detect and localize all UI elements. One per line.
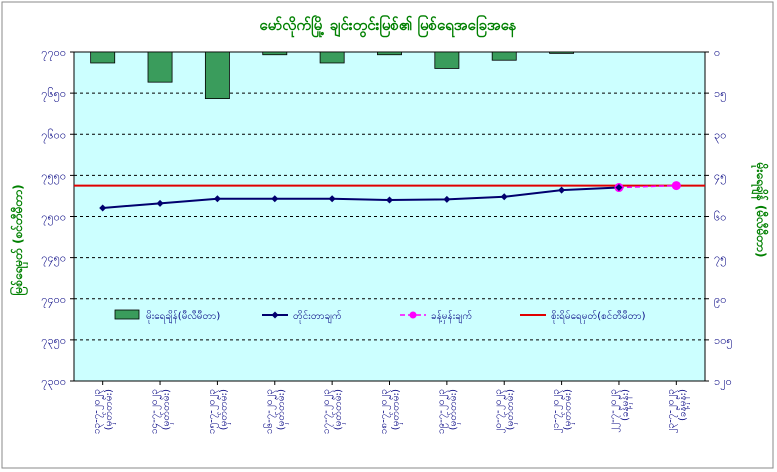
left-tick-label: ၇၄၅၀	[41, 252, 66, 267]
right-tick-label: ၁၀၅	[714, 334, 733, 349]
x-tick-label: ၁၄-၇-၂၀၂၃ (မှတ်တမ်း)	[149, 389, 174, 434]
x-tick-label: ၁၆-၇-၂၀၂၃ (မှတ်တမ်း)	[262, 389, 289, 434]
measured-point	[213, 195, 221, 203]
x-tick-label: ၁၅-၇-၂၀၂၃ (မှတ်တမ်း)	[206, 389, 231, 434]
measured-series-line	[102, 186, 620, 209]
measured-point	[500, 193, 508, 201]
x-tick-label: ၂၁-၇-၂၀၂၃ (မှတ်တမ်း)	[551, 389, 576, 434]
series-lines	[74, 181, 705, 212]
legend-label: တိုင်းတာချက်	[293, 309, 342, 324]
x-tick-text: ၂၀-၇-၂၀၂၃	[493, 389, 506, 433]
x-tick-text: (မှတ်တမ်း)	[446, 389, 461, 430]
right-tick-label: ၁၅	[714, 87, 726, 102]
measured-point	[328, 195, 336, 203]
rainfall-bar	[319, 51, 345, 64]
x-tick-text: ၁၇-၇-၂၀၂၃	[321, 389, 334, 434]
x-tick-text: ၁၆-၇-၂၀၂၃	[262, 389, 277, 434]
x-tick-text: ၁၉-၇-၂၀၂၃	[436, 389, 449, 434]
legend-marker	[409, 311, 417, 319]
x-tick-label: ၂၃-၇-၂၀၂၃ (ခန့်မှန်း)	[665, 389, 690, 434]
rainfall-bars	[90, 51, 575, 100]
x-tick-text: (ခန့်မှန်း)	[675, 389, 690, 421]
rainfall-bar	[204, 51, 230, 100]
x-tick-text: (မှတ်တမ်း)	[159, 389, 174, 430]
x-tick-text: (ခန့်မှန်း)	[618, 389, 633, 421]
rainfall-bar	[491, 51, 517, 61]
measured-point	[271, 195, 279, 203]
x-tick-text: ၁၈-၇-၂၀၂၃	[379, 389, 392, 434]
right-tick-label: ၁၂၀	[714, 375, 732, 390]
x-tick-label: ၁၇-၇-၂၀၂၃ (မှတ်တမ်း)	[321, 389, 346, 434]
x-tick-text: (မှတ်တမ်း)	[102, 389, 117, 430]
left-tick-label: ၇၆၅၀	[41, 87, 66, 102]
x-tick-text: (မှတ်တမ်း)	[503, 389, 518, 430]
legend-marker	[271, 311, 279, 319]
x-tick-text: (မှတ်တမ်း)	[216, 389, 231, 430]
rainfall-bar	[377, 51, 402, 56]
forecast-point	[671, 181, 681, 191]
right-tick-label: ၉၀	[714, 293, 726, 308]
x-tick-text: ၁၄-၇-၂၀၂၃	[149, 389, 162, 434]
left-tick-label: ၇၃၅၀	[41, 334, 66, 349]
legend-label: ခန့်မှန်းချက်	[431, 309, 472, 324]
x-tick-text: ၁၃-၇-၂၀၂၃	[92, 389, 105, 434]
right-axis-title: မိုးရေချိန် (မီလီမီတာ)	[750, 162, 770, 258]
measured-point	[615, 184, 623, 192]
x-tick-label: ၁၃-၇-၂၀၂၃ (မှတ်တမ်း)	[92, 389, 117, 434]
right-tick-label: ၆၀	[714, 211, 726, 224]
left-tick-label: ၇၇၀၀	[41, 46, 66, 61]
x-tick-text: (မှတ်တမ်း)	[389, 389, 404, 430]
legend-swatch	[114, 309, 140, 320]
rainfall-bar	[90, 51, 116, 64]
x-tick-text: (မှတ်တမ်း)	[274, 389, 289, 430]
forecast-series-line	[618, 184, 677, 189]
x-tick-label: ၂၂-၇-၂၀၂၃ (ခန့်မှန်း)	[608, 389, 633, 433]
measured-point	[156, 199, 164, 207]
x-tick-label: ၂၀-၇-၂၀၂၃ (မှတ်တမ်း)	[493, 389, 518, 434]
legend-label: စိုးရိမ်ရေမှတ်(စင်တီမီတာ)	[551, 309, 646, 324]
right-tick-label: ၇၅	[714, 252, 726, 267]
x-tick-text: ၂၁-၇-၂၀၂၃	[551, 389, 564, 433]
measured-point	[99, 204, 107, 212]
right-tick-label: ၀	[714, 46, 720, 59]
measured-point	[386, 196, 393, 204]
x-tick-label: ၁၈-၇-၂၀၂၃ (မှတ်တမ်း)	[379, 389, 404, 434]
rainfall-bar	[549, 51, 575, 54]
left-axis-title: မြစ်ရေမှတ် (စင်တီမီတာ)	[8, 184, 29, 295]
x-tick-text: (မှတ်တမ်း)	[561, 389, 576, 430]
x-tick-text: ၂၃-၇-၂၀၂၃	[665, 389, 678, 433]
right-tick-label: ၄၅	[714, 169, 726, 184]
rainfall-bar	[147, 51, 173, 83]
left-tick-label: ၇၅၅၀	[41, 169, 66, 184]
x-tick-text: (မှတ်တမ်း)	[331, 389, 346, 430]
rainfall-bar	[434, 51, 460, 69]
x-tick-text: ၁၅-၇-၂၀၂၃	[206, 389, 219, 434]
rainfall-bar	[262, 51, 288, 56]
legend-label: မိုးရေချိန်(မီလီမီတာ)	[146, 309, 220, 324]
measured-point	[558, 186, 566, 194]
left-tick-label: ၇၆၀၀	[41, 128, 66, 143]
legend: မိုးရေချိန်(မီလီမီတာ) တိုင်းတာချက် ခန့်မှန…	[114, 309, 646, 324]
right-tick-label: ၃၀	[714, 128, 726, 143]
x-tick-text: ၂၂-၇-၂၀၂၃	[608, 389, 621, 433]
x-tick-label: ၁၉-၇-၂၀၂၃ (မှတ်တမ်း)	[436, 389, 461, 434]
left-tick-label: ၇၄၀၀	[41, 293, 66, 308]
left-tick-label: ၇၅၀၀	[41, 211, 66, 226]
measured-point	[443, 195, 451, 203]
left-tick-label: ၇၃၀၀	[41, 375, 66, 390]
